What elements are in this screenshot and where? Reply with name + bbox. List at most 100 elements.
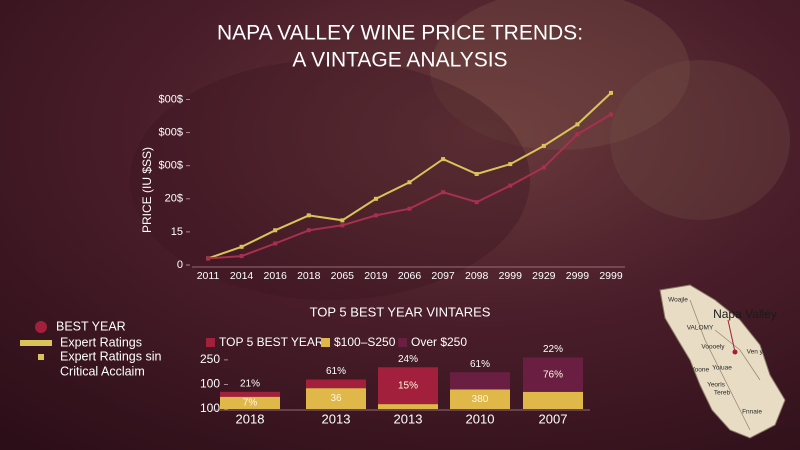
x-tick-label: 2019 bbox=[364, 270, 388, 282]
bar-segment bbox=[306, 388, 366, 409]
point bbox=[373, 196, 378, 201]
point bbox=[508, 183, 513, 188]
bar-segment bbox=[523, 391, 583, 409]
map-place: VALOMY bbox=[687, 325, 714, 332]
cork-decor bbox=[610, 60, 790, 220]
y-tick-label: 250 bbox=[200, 352, 220, 366]
y-axis-label: PRICE (IU $SS) bbox=[140, 147, 154, 233]
bar-segment bbox=[378, 367, 438, 405]
map-pointer bbox=[727, 319, 736, 353]
title-line: NAPA VALLEY WINE PRICE TRENDS: bbox=[217, 22, 583, 45]
legend-swatch bbox=[321, 338, 330, 347]
point bbox=[609, 90, 613, 95]
legend-swatch bbox=[206, 338, 215, 347]
map-place: Fnnaie bbox=[742, 409, 762, 416]
x-tick-label: 2013 bbox=[394, 411, 423, 426]
y-tick-label: $00$ bbox=[159, 93, 183, 105]
point bbox=[441, 190, 446, 195]
x-tick-label: 2929 bbox=[532, 270, 556, 282]
bottle-decor bbox=[130, 60, 530, 300]
point bbox=[373, 213, 378, 218]
y-tick-label: 100 bbox=[200, 377, 220, 391]
point bbox=[340, 223, 345, 228]
y-tick-label: 0 bbox=[177, 259, 183, 271]
point bbox=[340, 218, 345, 223]
bar-segment bbox=[450, 389, 510, 409]
legend-dot bbox=[35, 321, 47, 333]
y-tick-label: $00$ bbox=[159, 127, 183, 139]
bar-segment bbox=[220, 396, 280, 409]
point bbox=[407, 206, 412, 211]
bar-top-label: 61% bbox=[326, 366, 346, 377]
point bbox=[508, 162, 513, 167]
bar-top-label: 61% bbox=[470, 359, 490, 370]
legend-bar bbox=[20, 340, 52, 346]
bar-inner-label: 7% bbox=[243, 398, 258, 409]
point bbox=[306, 228, 311, 233]
bar-segment bbox=[450, 372, 510, 390]
x-tick-label: 2999 bbox=[566, 270, 590, 282]
bar-segment bbox=[220, 391, 280, 397]
point bbox=[609, 112, 613, 117]
legend-label: BEST YEAR bbox=[56, 319, 126, 333]
point bbox=[575, 122, 580, 127]
bar-inner-label: 380 bbox=[472, 394, 489, 405]
point bbox=[407, 180, 412, 185]
bar-segment bbox=[523, 357, 583, 392]
point bbox=[474, 200, 479, 205]
legend-label: Expert Ratings bbox=[60, 335, 142, 349]
x-tick-label: 2999 bbox=[499, 270, 523, 282]
map-place: Ven yeas bbox=[747, 349, 774, 356]
map-roads bbox=[689, 299, 761, 431]
point bbox=[273, 228, 278, 233]
map bbox=[659, 284, 786, 439]
x-tick-label: 2007 bbox=[539, 411, 568, 426]
legend-swatch bbox=[398, 338, 407, 347]
point bbox=[239, 254, 244, 259]
x-tick-label: 2098 bbox=[465, 270, 489, 282]
legend-label: Critical Acclaim bbox=[60, 364, 145, 378]
map-place: Woajle bbox=[668, 297, 688, 304]
x-tick-label: 2016 bbox=[263, 270, 287, 282]
x-tick-label: 2999 bbox=[599, 270, 623, 282]
point bbox=[541, 165, 546, 170]
point bbox=[441, 157, 446, 162]
point bbox=[541, 143, 546, 148]
bar-inner-label: 36 bbox=[330, 393, 342, 404]
map-pin bbox=[732, 349, 738, 355]
legend-label: $100–S250 bbox=[334, 335, 396, 349]
x-tick-label: 2018 bbox=[297, 270, 321, 282]
point bbox=[474, 172, 479, 176]
x-tick-label: 2014 bbox=[230, 270, 254, 282]
y-tick-label: 100 bbox=[200, 401, 220, 415]
point bbox=[239, 244, 244, 249]
y-tick-label: 20$ bbox=[165, 193, 183, 205]
map-place: Yoiuae bbox=[712, 365, 732, 372]
map-shape bbox=[659, 284, 786, 439]
bar-top-label: 24% bbox=[398, 354, 418, 365]
legend-square bbox=[38, 354, 44, 360]
x-tick-label: 2011 bbox=[197, 270, 220, 282]
legend-label: TOP 5 BEST YEAR bbox=[219, 335, 324, 349]
point bbox=[273, 241, 278, 246]
point bbox=[306, 213, 311, 218]
map-place: Voooely bbox=[701, 344, 725, 351]
map-place: Tereb bbox=[714, 390, 731, 397]
bar-top-label: 22% bbox=[543, 344, 563, 355]
map-place: Yeorls bbox=[707, 382, 726, 389]
y-tick-label: 15 bbox=[171, 226, 183, 238]
y-tick-label: $00$ bbox=[159, 160, 183, 172]
point bbox=[575, 132, 580, 137]
map-title: Napa Valley bbox=[713, 307, 777, 321]
x-tick-label: 2097 bbox=[431, 270, 455, 282]
cork-decor bbox=[430, 0, 690, 150]
x-tick-label: 2066 bbox=[398, 270, 422, 282]
x-tick-label: 2065 bbox=[331, 270, 355, 282]
title-line: A VINTAGE ANALYSIS bbox=[292, 49, 507, 72]
point bbox=[206, 256, 210, 261]
map-place: Yoone bbox=[691, 367, 710, 374]
bar-segment bbox=[306, 379, 366, 389]
bar-chart-title: TOP 5 BEST YEAR VINTARES bbox=[310, 304, 491, 319]
legend-label: Expert Ratings sin bbox=[60, 349, 161, 363]
